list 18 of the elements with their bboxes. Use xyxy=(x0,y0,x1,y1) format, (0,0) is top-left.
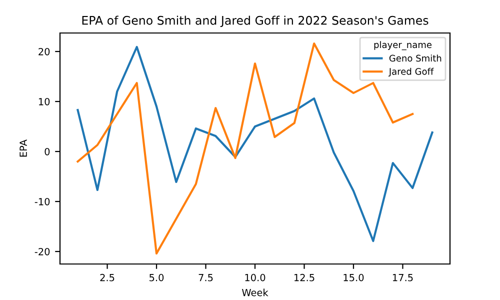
x-tick-label: 10.0 xyxy=(245,274,266,282)
legend-label: Jared Goff xyxy=(388,68,434,77)
y-tick-label: 20 xyxy=(38,48,50,56)
y-tick-label: 10 xyxy=(38,98,50,106)
y-tick-label: -20 xyxy=(34,248,50,256)
y-axis-title: EPA xyxy=(20,140,27,157)
x-tick-label: 2.5 xyxy=(100,274,114,282)
y-tick-label: -10 xyxy=(34,198,50,206)
x-tick-label: 5.0 xyxy=(150,274,164,282)
x-tick-label: 12.5 xyxy=(294,274,314,282)
x-axis-title: Week xyxy=(242,288,268,296)
y-tick-label: 0 xyxy=(44,148,50,156)
x-tick-label: 17.5 xyxy=(392,274,413,282)
chart-title: EPA of Geno Smith and Jared Goff in 2022 Season's Games xyxy=(82,16,428,28)
x-tick-label: 15.0 xyxy=(344,274,364,282)
legend-title: player_name xyxy=(374,41,432,50)
legend-label: Geno Smith xyxy=(389,54,442,62)
x-tick-label: 7.5 xyxy=(198,274,213,282)
